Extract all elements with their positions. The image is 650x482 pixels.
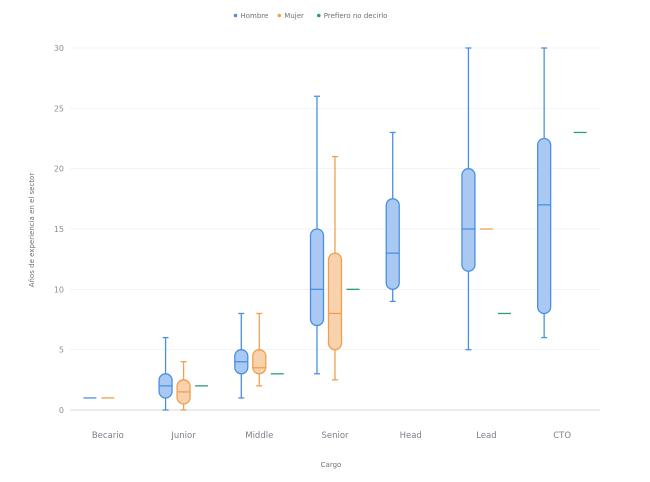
y-tick-label: 5 — [59, 346, 64, 355]
box-body — [385, 198, 400, 290]
legend-item-hombre: Hombre — [233, 12, 269, 20]
legend-marker — [233, 13, 238, 18]
box-hombre-senior — [309, 95, 325, 375]
box-mujer-junior — [176, 361, 191, 411]
box-body — [327, 252, 343, 351]
box-body — [309, 228, 325, 327]
box-hombre-head — [385, 131, 400, 303]
box-hombre-lead — [461, 47, 476, 351]
legend-marker — [317, 13, 321, 18]
y-tick-label: 20 — [54, 165, 64, 174]
box-mujer-middle — [252, 312, 267, 387]
y-tick-label: 25 — [54, 104, 64, 113]
legend-item-mujer: Mujer — [277, 12, 304, 20]
marks-layer — [83, 47, 587, 411]
y-tick-label: 10 — [54, 285, 64, 294]
box-body — [461, 168, 476, 272]
box-mujer-senior — [327, 155, 343, 381]
x-tick-label: Becario — [92, 431, 124, 441]
x-axis-title: Cargo — [321, 461, 342, 469]
box-hombre-cto — [536, 47, 552, 339]
y-axis-title: Años de experiencia en el sector — [28, 173, 36, 288]
x-tick-label: Junior — [170, 431, 196, 441]
box-body — [252, 349, 267, 375]
x-tick-label: Lead — [476, 431, 496, 441]
labels-layer: 0 5 10 15 20 25 30 Becario Junior Middle Senior Hea… — [54, 44, 572, 441]
legend-label: Hombre — [241, 12, 269, 20]
box-hombre-junior — [158, 336, 173, 411]
y-tick-label: 30 — [54, 44, 64, 53]
legend-label: Prefiero no decirlo — [324, 12, 388, 20]
x-tick-label: Head — [400, 431, 422, 441]
x-tick-label: Middle — [245, 431, 273, 441]
y-tick-label: 0 — [59, 406, 64, 415]
legend-item-prefiero-no-decirlo: Prefiero no decirlo — [317, 12, 387, 20]
x-tick-label: Senior — [321, 431, 349, 441]
x-tick-label: CTO — [553, 431, 571, 441]
box-hombre-middle — [234, 312, 249, 399]
legend-marker — [277, 13, 282, 18]
box-body — [536, 137, 552, 315]
y-tick-label: 15 — [54, 225, 64, 234]
legend: Hombre Mujer Prefiero no decirlo — [233, 12, 387, 20]
legend-label: Mujer — [284, 12, 304, 20]
